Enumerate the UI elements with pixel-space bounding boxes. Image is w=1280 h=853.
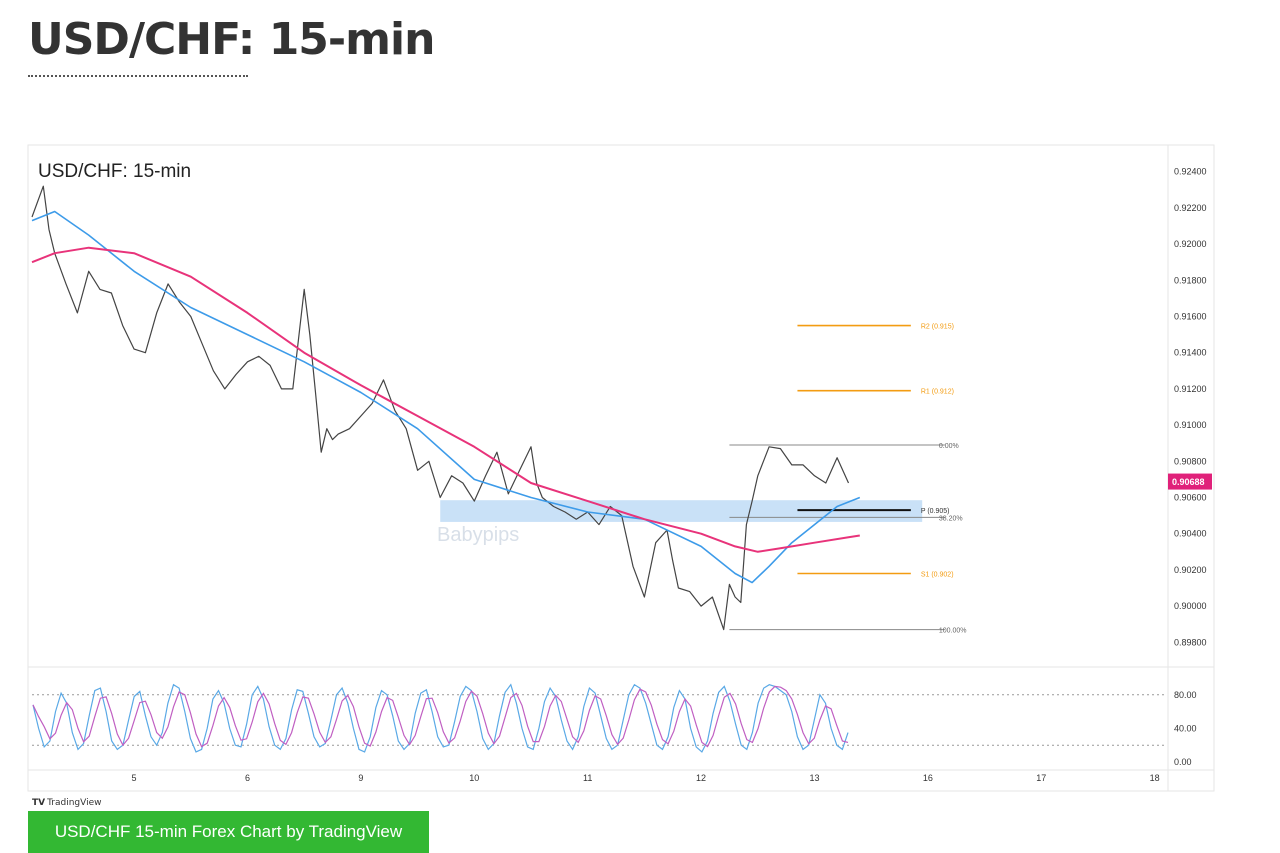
stoch-tick-label-1: 40.00: [1174, 723, 1197, 733]
page-title: USD/CHF: 15-min: [28, 14, 435, 65]
series-line-slow-ma: [31, 246, 860, 553]
y-tick-label-10: 0.90400: [1174, 529, 1207, 539]
stoch-d-line: [32, 685, 849, 748]
stoch-k-line: [32, 683, 849, 753]
y-tick-label-9: 0.90600: [1174, 492, 1207, 502]
x-tick-label-4: 11: [583, 773, 592, 783]
series-line-price: [31, 185, 850, 631]
series-line-fast-ma: [31, 210, 861, 584]
y-tick-label-3: 0.91800: [1174, 275, 1207, 285]
y-tick-label-0: 0.92400: [1174, 167, 1207, 177]
title-underline: [28, 75, 248, 77]
y-tick-label-6: 0.91200: [1174, 384, 1207, 394]
chart-border: [27, 144, 1215, 792]
x-tick-label-6: 13: [809, 773, 819, 783]
current-price-badge: [1168, 473, 1212, 490]
stoch-tick-label-2: 0.00: [1174, 757, 1192, 767]
y-tick-label-13: 0.89800: [1174, 637, 1207, 647]
current-price-label: 0.90688: [1172, 477, 1205, 487]
y-tick-label-5: 0.91400: [1174, 348, 1207, 358]
x-tick-label-9: 18: [1150, 773, 1160, 783]
level-label-2: P (0.905): [921, 508, 950, 515]
x-tick-label-2: 9: [358, 773, 363, 783]
level-label-5: 38.20%: [939, 515, 963, 522]
x-tick-label-5: 12: [696, 773, 706, 783]
y-tick-label-4: 0.91600: [1174, 312, 1207, 322]
x-tick-label-3: 10: [469, 773, 479, 783]
x-tick-label-1: 6: [245, 773, 250, 783]
stoch-tick-label-0: 80.00: [1174, 690, 1197, 700]
level-label-1: R1 (0.912): [921, 389, 954, 396]
chart-watermark: Babypips: [437, 524, 519, 546]
y-tick-label-11: 0.90200: [1174, 565, 1207, 575]
y-tick-label-1: 0.92200: [1174, 203, 1207, 213]
level-label-0: R2 (0.915): [921, 324, 954, 331]
y-tick-label-7: 0.91000: [1174, 420, 1207, 430]
chart-title: USD/CHF: 15-min: [38, 161, 191, 182]
x-tick-label-8: 17: [1036, 773, 1046, 783]
chart-caption-button[interactable]: USD/CHF 15-min Forex Chart by TradingVie…: [28, 811, 429, 853]
x-tick-label-0: 5: [132, 773, 137, 783]
tradingview-logo: TV TradingView: [32, 798, 102, 808]
x-tick-label-7: 16: [923, 773, 933, 783]
level-label-6: 100.00%: [939, 628, 967, 635]
y-tick-label-2: 0.92000: [1174, 239, 1207, 249]
y-tick-label-12: 0.90000: [1174, 601, 1207, 611]
level-label-4: 0.00%: [939, 443, 959, 450]
level-label-3: S1 (0.902): [921, 572, 954, 579]
y-tick-label-8: 0.90800: [1174, 456, 1207, 466]
